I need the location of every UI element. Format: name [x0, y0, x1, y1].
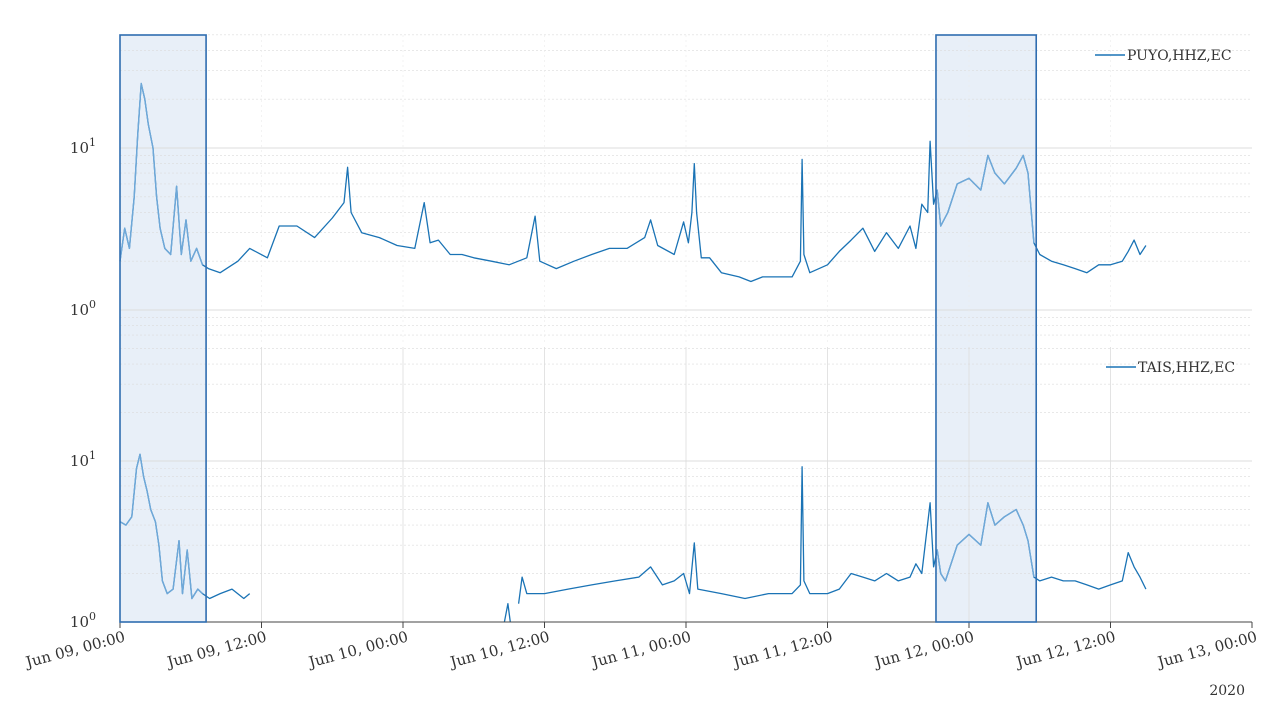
highlight-edge-layer	[119, 34, 1038, 623]
x-tick-label-1: Jun 09, 12:00	[163, 627, 268, 671]
year-label: 2020	[1209, 683, 1245, 699]
highlight-window-1	[935, 35, 1037, 622]
y-tick-base: 10	[70, 301, 89, 319]
series-highlight-0-0	[119, 82, 204, 266]
x-tick-label-6: Jun 12, 00:00	[871, 627, 976, 671]
y-tick-label-0-1: 101	[70, 136, 96, 157]
y-tick-base: 10	[70, 613, 89, 631]
y-tick-label-0-0: 100	[70, 298, 96, 319]
y-tick-exponent: 0	[89, 610, 96, 623]
y-tick-base: 10	[70, 452, 89, 470]
highlight-window-0	[120, 35, 207, 622]
y-tick-exponent: 1	[89, 136, 96, 149]
x-tick-label-3: Jun 10, 12:00	[446, 627, 551, 671]
series-line-1-1	[503, 603, 511, 623]
x-tick-label-5: Jun 11, 12:00	[729, 627, 834, 671]
highlight-layer	[120, 35, 1037, 622]
legend-label-puyo: PUYO,HHZ,EC	[1127, 48, 1232, 64]
series-highlight-1-1	[936, 502, 1035, 582]
x-tick-label-2: Jun 10, 00:00	[305, 627, 410, 671]
legend-label-tais: TAIS,HHZ,EC	[1138, 360, 1235, 376]
x-tick-label-8: Jun 13, 00:00	[1154, 627, 1259, 671]
y-tick-base: 10	[70, 139, 89, 157]
x-tick-label-7: Jun 12, 12:00	[1012, 627, 1117, 671]
series-layer	[119, 82, 1147, 623]
highlight-window-edge-0	[119, 34, 207, 623]
x-tick-label-0: Jun 09, 00:00	[22, 627, 127, 671]
series-highlight-1-0	[119, 453, 203, 600]
x-tick-label-4: Jun 11, 00:00	[588, 627, 693, 671]
grid-layer	[120, 34, 1252, 623]
series-line-1-2	[517, 466, 1147, 604]
legend-puyo: PUYO,HHZ,EC	[1095, 48, 1232, 64]
highlight-window-edge-1	[935, 34, 1038, 623]
y-tick-exponent: 1	[89, 449, 96, 462]
y-tick-label-1-1: 101	[70, 449, 96, 470]
y-tick-label-1-0: 100	[70, 610, 96, 631]
y-tick-exponent: 0	[89, 298, 96, 311]
series-highlight-0-1	[936, 154, 1035, 243]
legend-tais: TAIS,HHZ,EC	[1106, 360, 1235, 376]
